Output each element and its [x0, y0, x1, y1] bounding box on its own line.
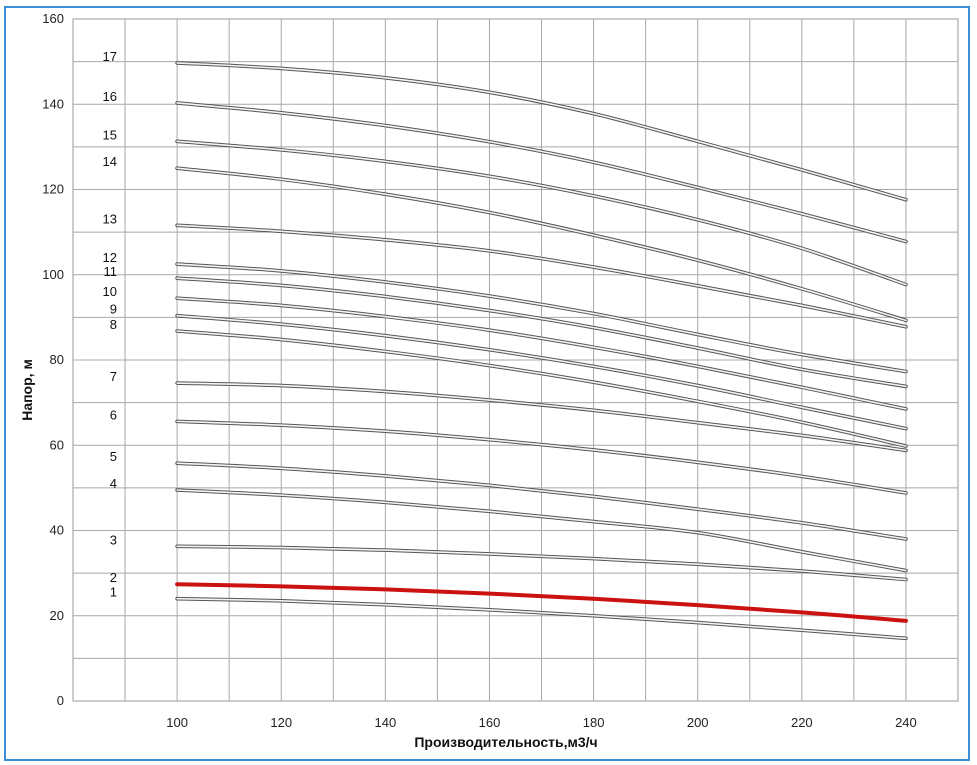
curve-label-4: 4 [110, 476, 117, 491]
series-6 [175, 419, 908, 495]
series-line [176, 382, 907, 452]
series-1 [175, 596, 908, 641]
series-11 [175, 276, 908, 389]
x-tick-label: 240 [895, 715, 917, 730]
curve-label-9: 9 [110, 302, 117, 317]
x-tick-label: 220 [791, 715, 813, 730]
series-10 [175, 296, 908, 411]
curve-label-17: 17 [103, 49, 117, 64]
series-4 [175, 488, 908, 573]
series-16 [175, 101, 908, 244]
curve-label-2: 2 [110, 570, 117, 585]
x-tick-label: 120 [270, 715, 292, 730]
series-line [176, 545, 907, 581]
y-tick-label: 40 [50, 523, 64, 538]
series-line [176, 330, 907, 447]
y-tick-label: 140 [42, 96, 64, 111]
series-13 [175, 223, 908, 329]
y-tick-label: 0 [57, 693, 64, 708]
chart-frame [4, 6, 970, 761]
grid [72, 18, 959, 702]
curve-label-14: 14 [103, 154, 117, 169]
series-15 [175, 139, 908, 287]
curve-label-6: 6 [110, 407, 117, 422]
curve-label-12: 12 [103, 250, 117, 265]
series-line [176, 62, 907, 201]
series-line [176, 224, 907, 328]
curve-label-10: 10 [103, 284, 117, 299]
series-17 [175, 61, 908, 202]
curve-label-3: 3 [110, 532, 117, 547]
x-tick-label: 160 [479, 715, 501, 730]
y-tick-label: 60 [50, 437, 64, 452]
x-tick-label: 140 [375, 715, 397, 730]
y-tick-label: 80 [50, 352, 64, 367]
y-axis-title: Напор, м [19, 359, 35, 421]
series-7 [175, 381, 908, 453]
series-2 [175, 582, 908, 623]
series-line [176, 489, 907, 572]
curve-label-15: 15 [103, 127, 117, 142]
curve-label-16: 16 [103, 89, 117, 104]
tick-labels: 0 20 40 60 80 100 120 140 160 100 120 140 160 180 200 2… [42, 11, 916, 730]
y-tick-label: 120 [42, 182, 64, 197]
x-tick-label: 180 [583, 715, 605, 730]
curve-label-13: 13 [103, 211, 117, 226]
curve-label-5: 5 [110, 449, 117, 464]
series-5 [175, 461, 908, 541]
curve-label-1: 1 [110, 585, 117, 600]
series-line [176, 420, 907, 494]
curve-label-8: 8 [110, 317, 117, 332]
series-12 [175, 262, 908, 374]
series-line [176, 167, 907, 322]
curves [175, 61, 908, 641]
series-line [176, 462, 907, 540]
y-tick-label: 100 [42, 267, 64, 282]
series-3 [175, 544, 908, 582]
series-8 [175, 329, 908, 448]
series-line [176, 102, 907, 243]
series-line [176, 140, 907, 286]
series-14 [175, 166, 908, 323]
x-tick-label: 200 [687, 715, 709, 730]
series-9 [175, 313, 908, 431]
series-line [176, 263, 907, 373]
series-line [176, 277, 907, 388]
series-line [175, 582, 908, 623]
y-tick-label: 20 [50, 608, 64, 623]
x-tick-label: 100 [166, 715, 188, 730]
curve-label-7: 7 [110, 369, 117, 384]
x-axis-title: Производительность,м3/ч [414, 734, 597, 750]
y-tick-label: 160 [42, 11, 64, 26]
series-line [176, 314, 907, 430]
curve-label-11: 11 [104, 264, 118, 279]
series-line [176, 597, 907, 640]
series-line [176, 297, 907, 410]
